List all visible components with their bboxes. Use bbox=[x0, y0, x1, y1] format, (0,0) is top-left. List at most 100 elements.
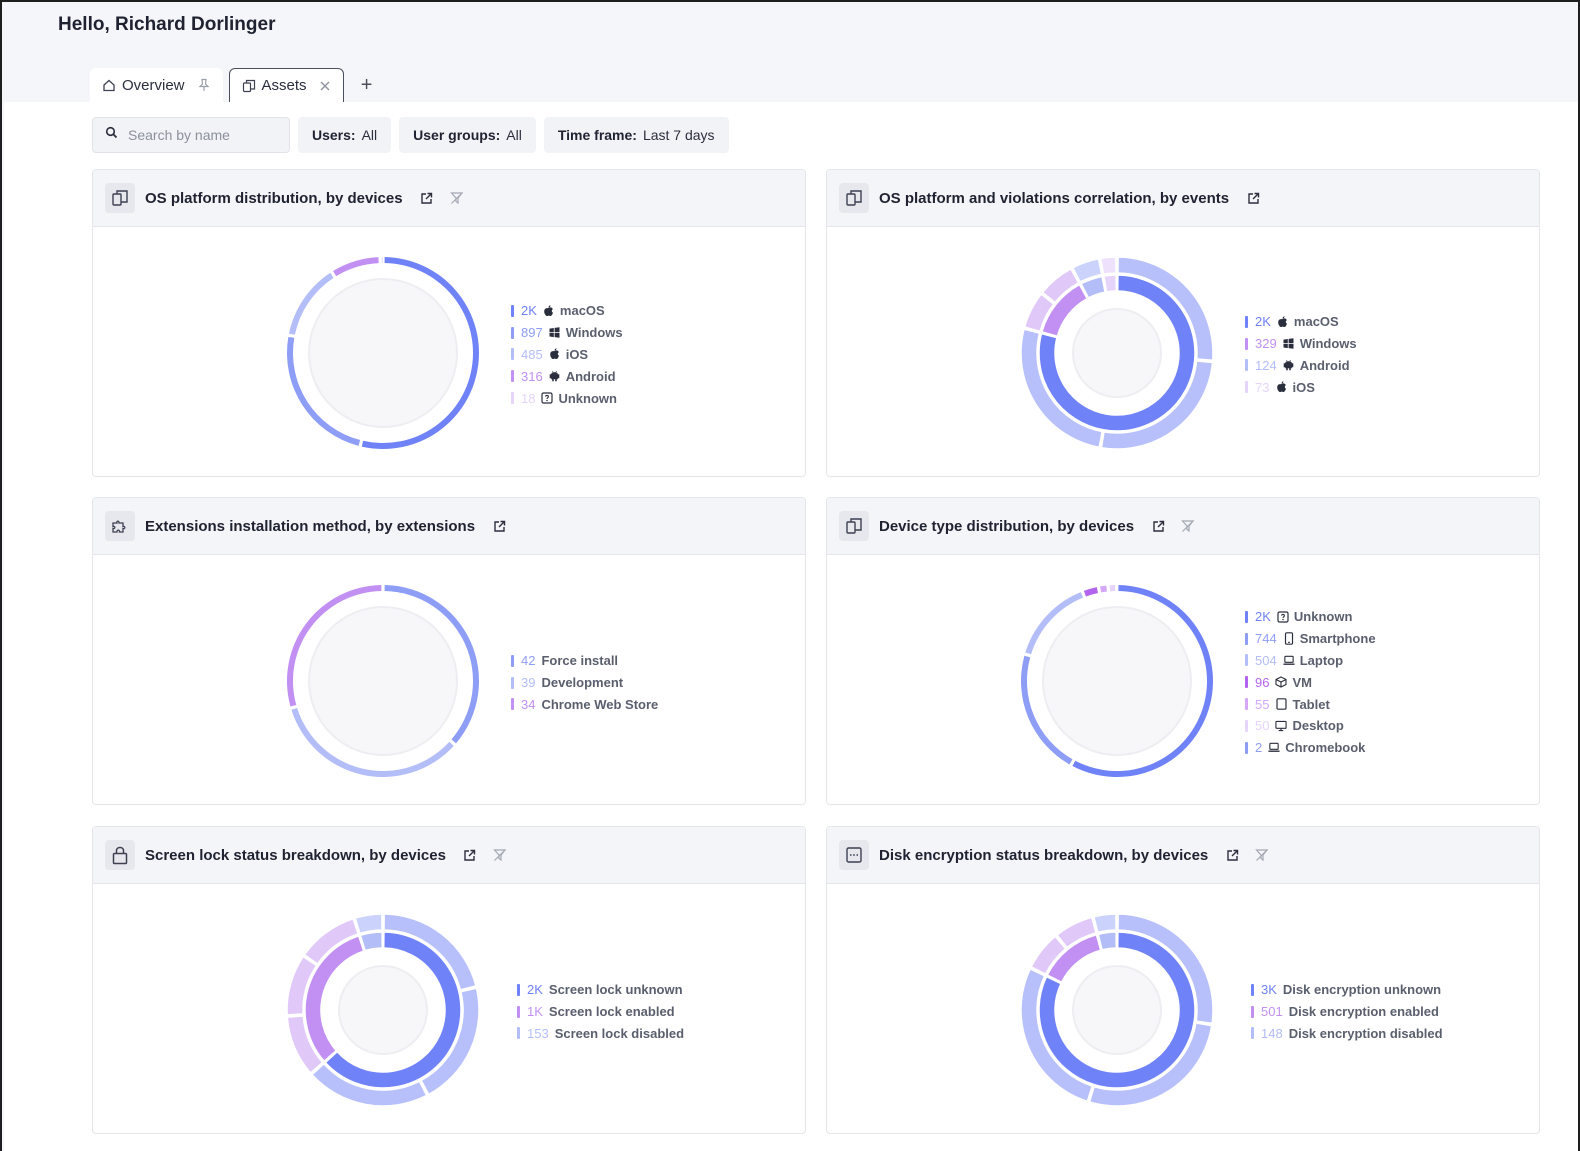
filter-off-icon[interactable] bbox=[447, 188, 467, 208]
outer-slice-disk-encryption-disabled-1[interactable] bbox=[1093, 913, 1117, 934]
legend-value: 148 bbox=[1261, 1025, 1283, 1041]
outer-slice-disk-encryption-unknown-3[interactable] bbox=[1020, 967, 1094, 1103]
outer-slice-macos-3[interactable] bbox=[1020, 328, 1104, 449]
legend-item-laptop[interactable]: 504 Laptop bbox=[1245, 650, 1376, 672]
search-input[interactable] bbox=[128, 127, 278, 143]
legend-item-disk-encryption-enabled[interactable]: 501 Disk encryption enabled bbox=[1251, 1001, 1443, 1023]
open-external-icon[interactable] bbox=[1243, 188, 1263, 208]
outer-slice-screen-lock-unknown-3[interactable] bbox=[310, 1062, 428, 1107]
legend-swatch bbox=[1245, 359, 1248, 372]
donut-slice-chromebook[interactable] bbox=[1118, 585, 1120, 592]
inner-slice-android[interactable] bbox=[1080, 275, 1106, 299]
filter-off-icon[interactable] bbox=[1178, 516, 1198, 536]
legend-item-disk-encryption-disabled[interactable]: 148 Disk encryption disabled bbox=[1251, 1023, 1443, 1045]
donut-slice-laptop[interactable] bbox=[1025, 592, 1084, 655]
donut-slice-windows[interactable] bbox=[287, 336, 361, 446]
outer-slice-windows-1[interactable] bbox=[1023, 293, 1055, 333]
filter-off-icon[interactable] bbox=[1252, 845, 1272, 865]
donut-slice-ios[interactable] bbox=[288, 272, 334, 335]
legend-item-tablet[interactable]: 55 Tablet bbox=[1245, 693, 1376, 715]
donut-slice-tablet[interactable] bbox=[1100, 585, 1107, 593]
inner-slice-ios[interactable] bbox=[1102, 274, 1118, 293]
donut-slice-force-install[interactable] bbox=[384, 585, 479, 744]
inner-slice-windows[interactable] bbox=[1040, 283, 1089, 338]
donut-slice-development[interactable] bbox=[291, 707, 454, 777]
outer-slice-windows-2[interactable] bbox=[1041, 267, 1080, 304]
outer-slice-screen-lock-enabled-2[interactable] bbox=[286, 955, 318, 1016]
legend-swatch bbox=[517, 1005, 520, 1018]
outer-slice-android-1[interactable] bbox=[1071, 257, 1103, 283]
legend-item-unknown[interactable]: 2K Unknown bbox=[1245, 606, 1376, 628]
legend-item-chrome-web-store[interactable]: 34 Chrome Web Store bbox=[511, 694, 658, 716]
legend-item-android[interactable]: 124 Android bbox=[1245, 355, 1357, 377]
inner-slice-screen-lock-unknown[interactable] bbox=[324, 931, 462, 1089]
legend-item-force-install[interactable]: 42 Force install bbox=[511, 650, 658, 672]
legend-item-chromebook[interactable]: 2 Chromebook bbox=[1245, 737, 1376, 759]
outer-slice-screen-lock-disabled-1[interactable] bbox=[354, 913, 383, 935]
inner-slice-disk-encryption-unknown[interactable] bbox=[1038, 931, 1196, 1089]
filter-off-icon[interactable] bbox=[490, 845, 510, 865]
legend-item-vm[interactable]: 96 VM bbox=[1245, 671, 1376, 693]
user-groups-filter[interactable]: User groups: All bbox=[399, 117, 536, 153]
open-external-icon[interactable] bbox=[1222, 845, 1242, 865]
legend-swatch bbox=[511, 304, 514, 317]
legend-item-screen-lock-unknown[interactable]: 2K Screen lock unknown bbox=[517, 979, 684, 1001]
donut-slice-vm[interactable] bbox=[1083, 587, 1099, 597]
inner-slice-screen-lock-disabled[interactable] bbox=[359, 931, 384, 952]
outer-slice-disk-encryption-unknown-1[interactable] bbox=[1117, 913, 1214, 1025]
legend-item-development[interactable]: 39 Development bbox=[511, 672, 658, 694]
donut-slice-android[interactable] bbox=[333, 257, 379, 277]
outer-slice-screen-lock-enabled-3[interactable] bbox=[303, 917, 360, 965]
open-external-icon[interactable] bbox=[460, 845, 480, 865]
legend-item-ios[interactable]: 485 iOS bbox=[511, 344, 623, 366]
legend-swatch bbox=[1245, 676, 1248, 689]
legend-item-macos[interactable]: 2K macOS bbox=[1245, 311, 1357, 333]
close-icon[interactable] bbox=[319, 80, 331, 92]
open-external-icon[interactable] bbox=[417, 188, 437, 208]
legend-item-disk-encryption-unknown[interactable]: 3K Disk encryption unknown bbox=[1251, 979, 1443, 1001]
outer-slice-ios-1[interactable] bbox=[1099, 256, 1117, 276]
legend-label: Force install bbox=[541, 653, 619, 669]
donut-center bbox=[308, 606, 458, 756]
open-external-icon[interactable] bbox=[489, 516, 509, 536]
donut-slice-unknown[interactable] bbox=[381, 257, 383, 264]
donut-slice-smartphone[interactable] bbox=[1021, 655, 1073, 765]
disk-icon bbox=[839, 840, 869, 870]
widget-title: Extensions installation method, by exten… bbox=[145, 517, 476, 535]
time-frame-filter[interactable]: Time frame: Last 7 days bbox=[543, 117, 729, 153]
inner-slice-disk-encryption-disabled[interactable] bbox=[1097, 931, 1118, 951]
legend-item-macos[interactable]: 2K macOS bbox=[511, 300, 623, 322]
legend-item-android[interactable]: 316 Android bbox=[511, 365, 623, 387]
outer-slice-macos-1[interactable] bbox=[1117, 256, 1214, 362]
donut-slice-desktop[interactable] bbox=[1109, 585, 1116, 592]
legend-item-windows[interactable]: 897 Windows bbox=[511, 322, 623, 344]
legend-item-unknown[interactable]: 18 Unknown bbox=[511, 387, 623, 409]
legend-item-screen-lock-enabled[interactable]: 1K Screen lock enabled bbox=[517, 1001, 684, 1023]
widget-header: Device type distribution, by devices bbox=[827, 498, 1539, 555]
tab-assets[interactable]: Assets bbox=[228, 68, 344, 102]
legend-item-ios[interactable]: 73 iOS bbox=[1245, 376, 1357, 398]
pin-icon[interactable] bbox=[197, 78, 211, 92]
outer-slice-disk-encryption-enabled-1[interactable] bbox=[1030, 935, 1067, 976]
legend-item-desktop[interactable]: 50 Desktop bbox=[1245, 715, 1376, 737]
legend-value: 153 bbox=[527, 1025, 549, 1041]
users-filter[interactable]: Users: All bbox=[298, 117, 392, 153]
inner-slice-screen-lock-enabled[interactable] bbox=[304, 934, 365, 1063]
legend-item-screen-lock-disabled[interactable]: 153 Screen lock disabled bbox=[517, 1023, 684, 1045]
outer-slice-screen-lock-unknown-1[interactable] bbox=[383, 913, 477, 991]
outer-slice-macos-2[interactable] bbox=[1100, 360, 1214, 450]
outer-slice-disk-encryption-unknown-2[interactable] bbox=[1088, 1022, 1213, 1107]
legend-item-smartphone[interactable]: 744 Smartphone bbox=[1245, 628, 1376, 650]
inner-slice-macos[interactable] bbox=[1038, 274, 1196, 432]
inner-slice-disk-encryption-enabled[interactable] bbox=[1046, 933, 1102, 984]
outer-slice-screen-lock-unknown-2[interactable] bbox=[420, 987, 480, 1096]
add-tab-button[interactable]: + bbox=[360, 73, 373, 96]
legend-item-windows[interactable]: 329 Windows bbox=[1245, 333, 1357, 355]
apple-icon bbox=[543, 305, 555, 317]
time-frame-filter-key: Time frame: bbox=[557, 127, 637, 143]
open-external-icon[interactable] bbox=[1148, 516, 1168, 536]
outer-slice-screen-lock-enabled-1[interactable] bbox=[286, 1015, 324, 1074]
tab-overview[interactable]: Overview bbox=[90, 68, 223, 102]
outer-slice-disk-encryption-enabled-2[interactable] bbox=[1056, 916, 1097, 949]
widget-chart-area: 2K Screen lock unknown 1K Screen lock enabl… bbox=[93, 884, 805, 1133]
